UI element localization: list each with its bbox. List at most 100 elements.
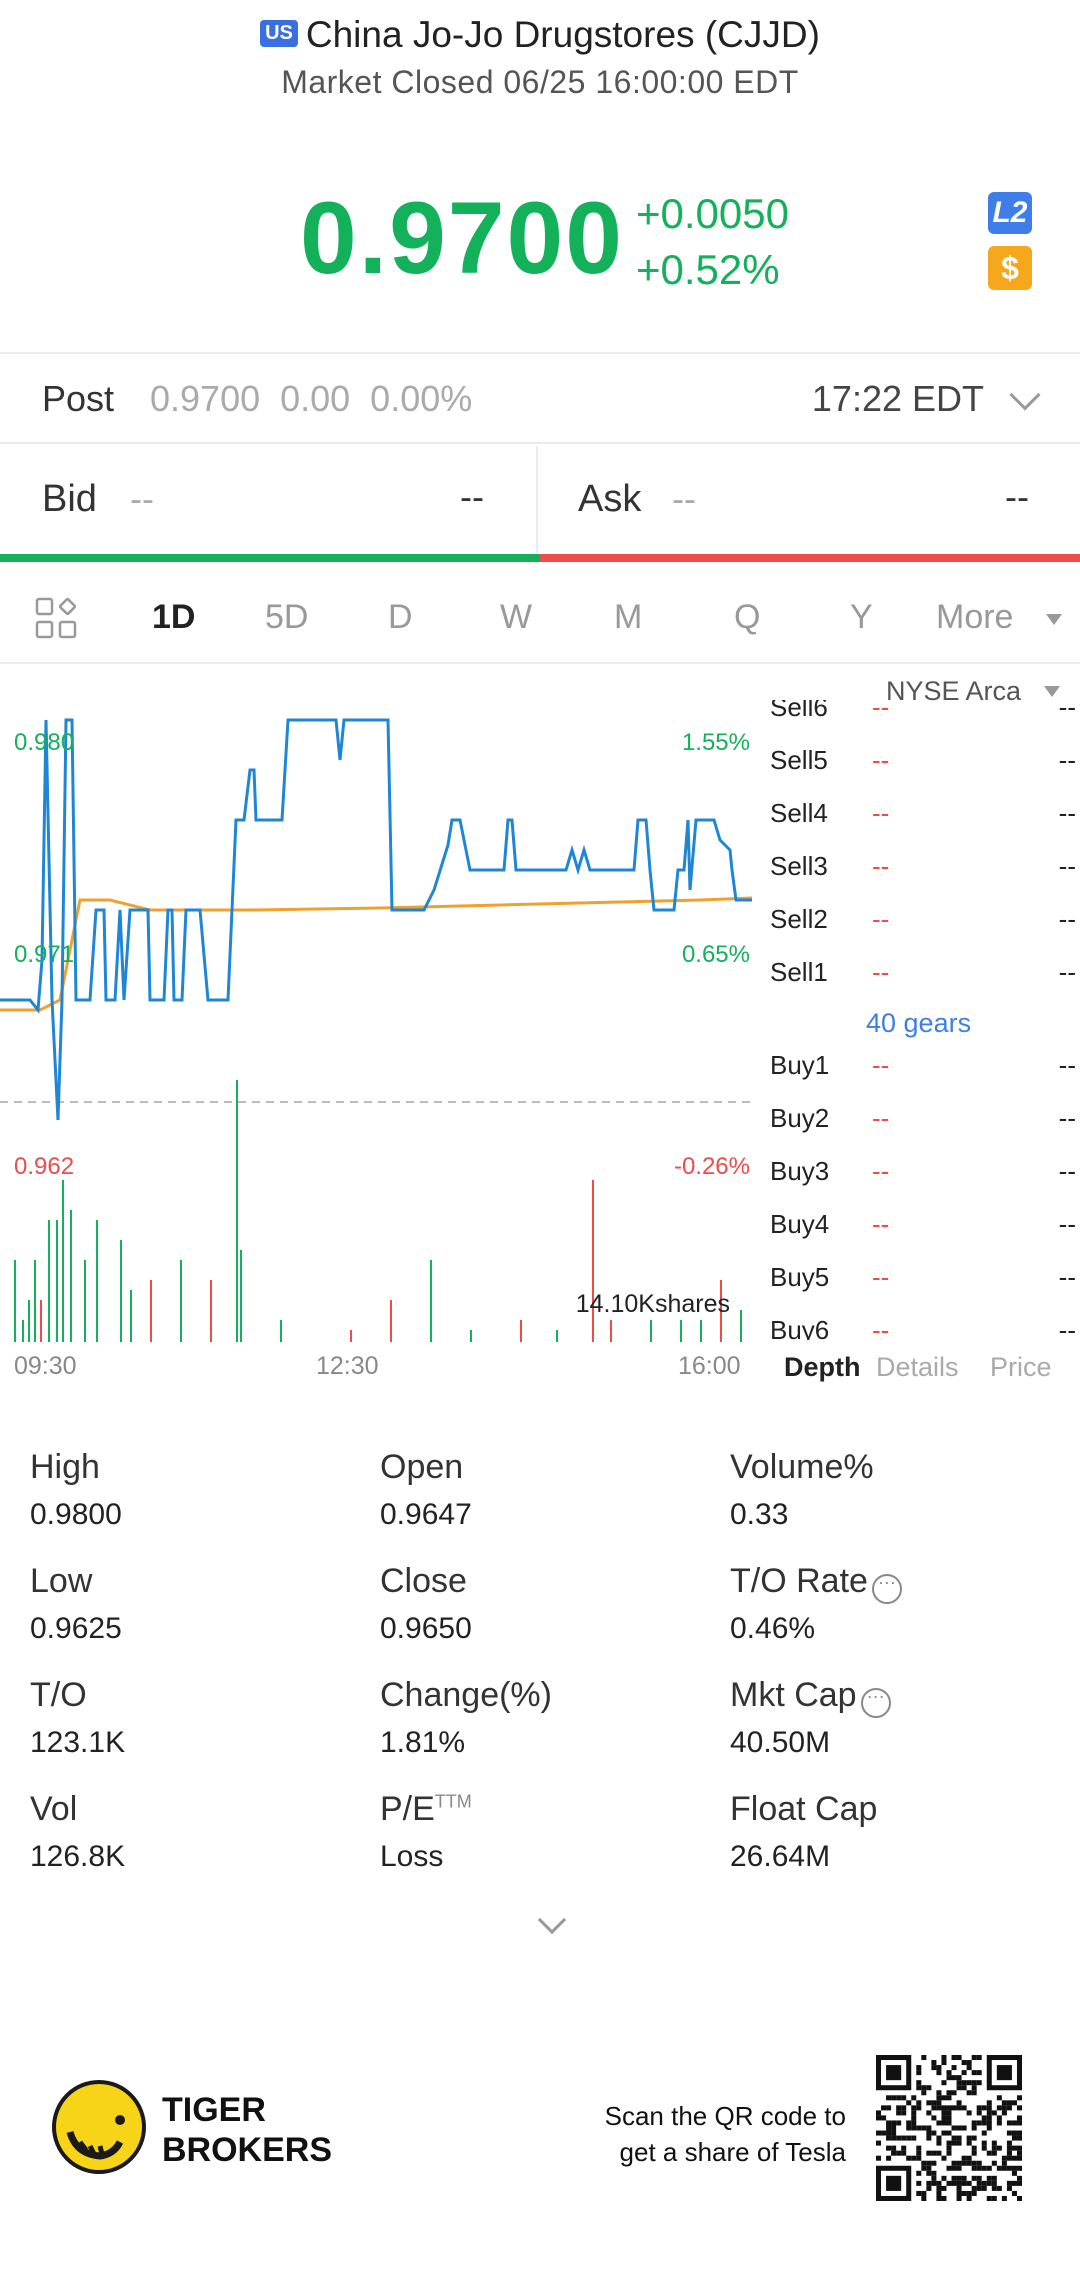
stat-value: 126.8K	[30, 1840, 126, 1870]
tab-d[interactable]: D	[388, 598, 413, 636]
exchange-dropdown-icon[interactable]	[1044, 686, 1060, 697]
scan-line2: get a share of Tesla	[619, 2137, 846, 2167]
depth-price: --	[872, 904, 890, 934]
buy-row: Buy5 -- --	[770, 1262, 1080, 1302]
volume-bar	[680, 1320, 682, 1342]
tab-depth[interactable]: Depth	[784, 1352, 861, 1382]
stat-float-cap: Float Cap 26.64M	[730, 1790, 1050, 1870]
stat-label-text: P/E	[380, 1790, 435, 1828]
depth-level-label: Sell3	[770, 851, 828, 881]
exchange-selector[interactable]: NYSE Arca	[886, 676, 1022, 706]
depth-price: --	[872, 1156, 890, 1186]
pct-label-high: 1.55%	[682, 729, 750, 756]
depth-qty: --	[1058, 1315, 1076, 1340]
buy-row: Buy2 -- --	[770, 1103, 1080, 1143]
depth-level-label: Sell2	[770, 904, 828, 934]
stat-to-rate: T/O Rate ··· 0.46%	[730, 1562, 1050, 1642]
stat-value: 1.81%	[380, 1726, 466, 1756]
depth-qty: --	[1058, 700, 1076, 722]
volume-bar	[34, 1260, 36, 1342]
tab-1d[interactable]: 1D	[152, 598, 196, 636]
volume-bar	[96, 1220, 98, 1342]
stat-close: Close 0.9650	[380, 1562, 700, 1642]
tab-q[interactable]: Q	[734, 598, 761, 636]
volume-bar	[720, 1280, 722, 1342]
more-info-icon[interactable]: ···	[860, 1687, 891, 1718]
price-change: +0.0050	[636, 190, 789, 237]
tab-y[interactable]: Y	[850, 598, 873, 636]
volume-bar	[740, 1310, 742, 1342]
tab-w[interactable]: W	[500, 598, 533, 636]
intraday-chart[interactable]: 0.980 0.971 0.962 1.55% 0.65% -0.26% 14.…	[0, 700, 760, 1350]
dollar-icon[interactable]: $	[988, 246, 1032, 290]
tab-details[interactable]: Details	[876, 1352, 959, 1382]
buy-row: Buy1 -- --	[770, 1050, 1080, 1090]
volume-bar	[28, 1300, 30, 1342]
expand-chevron-icon[interactable]	[537, 1905, 567, 1935]
stat-label: T/O	[30, 1676, 87, 1714]
post-label: Post	[42, 378, 115, 419]
stat-value: 0.9650	[380, 1612, 472, 1642]
volume-bar	[520, 1320, 522, 1342]
tab-more[interactable]: More	[936, 598, 1014, 636]
stat-value: 40.50M	[730, 1726, 831, 1756]
stat-to: T/O 123.1K	[30, 1676, 350, 1756]
buy-row: Buy6 -- --	[770, 1315, 1080, 1340]
gears-link[interactable]: 40 gears	[866, 1008, 972, 1038]
tiger-logo-icon	[52, 2080, 146, 2174]
layout-grid-icon[interactable]	[34, 596, 78, 640]
bid-value: --	[460, 476, 484, 517]
stock-title: US China Jo-Jo Drugstores (CJJD)	[0, 14, 1080, 56]
stat-label-text: T/O Rate	[730, 1562, 868, 1600]
ttm-superscript: TTM	[434, 1791, 472, 1812]
volume-bar	[470, 1330, 472, 1342]
volume-bar	[48, 1220, 50, 1342]
chevron-down-icon[interactable]	[1009, 379, 1041, 411]
volume-bar	[62, 1180, 64, 1342]
bid-label: Bid	[42, 478, 97, 520]
depth-price: --	[872, 957, 890, 987]
pct-label-mid: 0.65%	[682, 941, 750, 968]
depth-qty: --	[1058, 1050, 1076, 1080]
post-values: 0.9700 0.00 0.00%	[150, 378, 473, 419]
sell-row: Sell1 -- --	[770, 957, 1080, 997]
stat-volume-pct: Volume% 0.33	[730, 1448, 1050, 1528]
stat-label: Volume%	[730, 1448, 874, 1486]
price-line	[0, 718, 752, 1121]
more-dropdown-icon[interactable]	[1046, 614, 1062, 625]
volume-bar	[650, 1320, 652, 1342]
stat-vol: Vol 126.8K	[30, 1790, 350, 1870]
tab-5d[interactable]: 5D	[265, 598, 309, 636]
volume-bar	[56, 1220, 58, 1342]
stat-value: 0.46%	[730, 1612, 816, 1642]
brand-name: TIGER BROKERS	[162, 2090, 332, 2170]
depth-price: --	[872, 851, 890, 881]
depth-price: --	[872, 798, 890, 828]
volume-bar	[84, 1260, 86, 1342]
level2-icon[interactable]: L2	[988, 192, 1032, 234]
average-price-line	[0, 896, 753, 1012]
more-info-icon[interactable]: ···	[871, 1573, 902, 1604]
market-status: Market Closed 06/25 16:00:00 EDT	[281, 64, 799, 100]
stat-label: Change(%)	[380, 1676, 552, 1714]
depth-qty: --	[1058, 1262, 1076, 1292]
x-tick-mid: 12:30	[316, 1352, 379, 1380]
volume-bar	[130, 1290, 132, 1342]
stat-change: Change(%) 1.81%	[380, 1676, 700, 1756]
divider	[0, 442, 1080, 444]
volume-bar	[40, 1300, 42, 1342]
stat-pe: P/ETTM Loss	[380, 1790, 700, 1870]
tab-price[interactable]: Price	[990, 1352, 1052, 1382]
tab-m[interactable]: M	[614, 598, 643, 636]
depth-qty: --	[1058, 904, 1076, 934]
depth-level-label: Sell1	[770, 957, 828, 987]
post-market-row[interactable]: Post 0.9700 0.00 0.00% 17:22 EDT	[0, 354, 1080, 442]
bid-size: --	[130, 478, 154, 519]
stat-label: High	[30, 1448, 100, 1486]
volume-label: 14.10Kshares	[576, 1290, 730, 1318]
brand-line1: TIGER	[162, 2091, 266, 2129]
depth-level-label: Buy6	[770, 1315, 830, 1340]
stat-label-text: Mkt Cap	[730, 1676, 857, 1714]
post-time: 17:22 EDT	[811, 378, 984, 419]
volume-bar	[22, 1320, 24, 1342]
